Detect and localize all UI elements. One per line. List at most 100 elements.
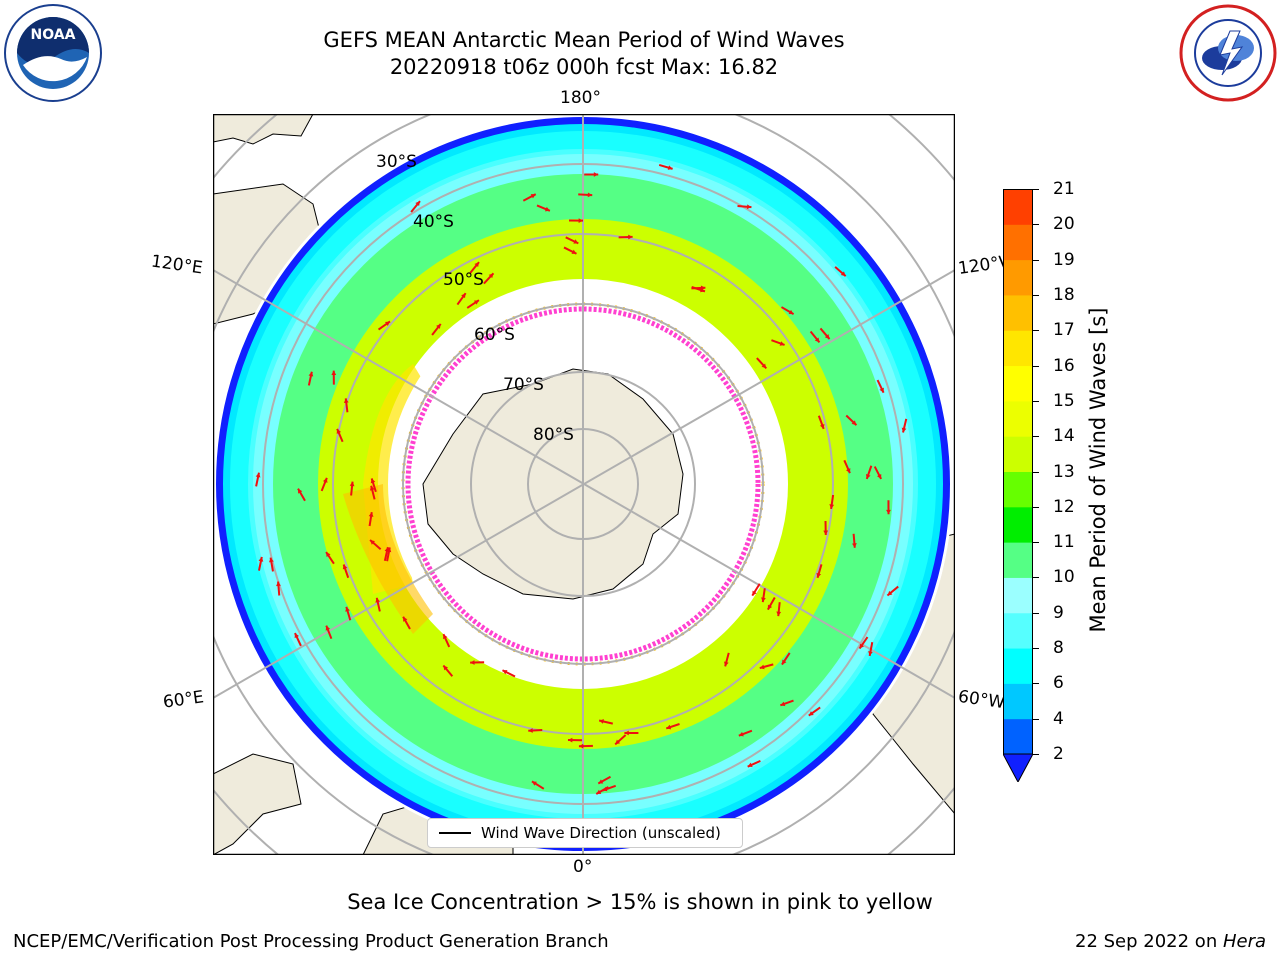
wind-arrow-head [776,611,782,617]
wind-arrow-head [901,427,907,433]
wind-arrow-head [666,724,672,730]
colorbar-tick-mark [1033,471,1039,473]
wind-arrow-head [343,398,349,404]
footer-date: 22 Sep 2022 on Hera [1075,931,1266,952]
wind-arrow-head [865,474,871,479]
map-legend: Wind Wave Direction (unscaled) [427,818,743,848]
colorbar-tick-mark [1033,330,1039,332]
colorbar-segment [1003,648,1033,684]
colorbar-tick-mark [1033,189,1039,190]
colorbar-tick-label: 17 [1053,320,1075,341]
wind-arrow-head [326,552,331,558]
wind-wave-arrows [255,163,908,795]
wind-arrow-head [403,616,408,622]
wind-arrow-head [840,271,846,277]
wind-arrow-head [268,557,274,563]
wind-arrow-head [780,701,786,707]
colorbar-extend-triangle [1003,753,1033,782]
footer-machine: Hera [1222,931,1266,952]
colorbar-tick-label: 10 [1053,567,1075,588]
wind-arrow-head [298,488,303,494]
colorbar-tick-label: 19 [1053,249,1075,270]
colorbar-tick-label: 15 [1053,390,1075,411]
wind-arrow-head [385,321,390,326]
colorbar-segment [1003,259,1033,296]
wind-arrow-head [573,239,579,244]
lat-label-60s: 60°S [474,325,515,345]
wind-arrow-head [824,334,830,340]
wind-arrow-head [746,204,752,210]
wind-arrow-head [829,504,835,509]
wind-arrow-head [868,651,873,656]
wind-arrow-head [845,468,851,474]
colorbar-segment [1003,400,1033,437]
colorbar-label: Mean Period of Wind Waves [s] [1086,307,1110,633]
wind-arrow-head [294,633,300,639]
wind-arrow-head [599,719,604,724]
wind-arrow-head [345,606,350,612]
wind-arrow-head [723,661,729,667]
colorbar-tick-mark [1033,718,1039,720]
wind-arrow-head [258,556,264,562]
colorbar-tick-mark [1033,400,1039,402]
colorbar-segment [1003,294,1033,331]
wind-arrow-head [386,547,392,553]
wind-arrow-head [443,665,449,671]
colorbar-tick-mark [1033,506,1039,508]
wind-arrow-head [887,590,893,596]
colorbar-tick-label: 2 [1053,744,1064,764]
noaa-logo: NOAA [4,4,102,102]
wind-arrow-head [788,309,794,315]
wind-arrow-head [325,625,331,631]
wind-arrow-head [852,543,857,548]
colorbar-tick-label: 11 [1053,532,1075,553]
wind-arrow-head [375,597,381,603]
wind-arrow-head [700,287,705,293]
colorbar-segment [1003,189,1033,225]
wind-arrow-head [531,781,537,786]
colorbar-segment [1003,330,1033,367]
colorbar-tick-mark [1033,436,1039,438]
wind-arrow-head [886,509,891,515]
chart-title: GEFS MEAN Antarctic Mean Period of Wind … [323,28,845,52]
colorbar-tick-mark [1033,754,1039,755]
colorbar-tick-label: 18 [1053,284,1075,305]
wind-arrow-head [667,165,673,170]
colorbar-tick-label: 12 [1053,496,1075,517]
lon-label-60e: 60°E [161,687,206,713]
wind-arrow-head [544,206,550,212]
colorbar-tick-label: 20 [1053,214,1075,235]
wind-arrow-head [761,363,767,369]
colorbar [1003,189,1033,782]
wind-arrow-head [879,387,884,393]
colorbar-tick-label: 4 [1053,708,1064,729]
wind-arrow-head [761,597,766,603]
wind-arrow-head [342,564,348,570]
colorbar-tick-mark [1033,365,1039,367]
wind-arrow-head [738,731,744,737]
wind-arrow-head [276,581,281,587]
wind-arrow-head [814,337,820,343]
colorbar-tick-label: 21 [1053,179,1075,199]
lat-label-40s: 40°S [413,212,454,232]
wind-arrow-head [779,341,785,346]
wind-arrow-head [596,789,602,794]
lon-label-120e: 120°E [149,251,204,279]
legend-line [439,832,471,834]
wind-arrow-head [598,779,604,784]
wind-arrow-head [781,659,787,665]
australia-land [213,114,314,145]
colorbar-segment [1003,224,1033,261]
colorbar-tick-mark [1033,577,1039,579]
lat-label-80s: 80°S [533,425,574,445]
colorbar-tick-mark [1033,542,1039,544]
colorbar-tick-label: 13 [1053,461,1075,482]
wind-arrow-head [752,590,757,596]
lon-label-60w: 60°W [956,686,1007,714]
wind-arrow-head [369,485,375,491]
wind-arrow-head [816,572,822,578]
wind-arrow-head [349,481,355,487]
colorbar-tick-mark [1033,648,1039,650]
wind-arrow-head [571,249,577,254]
footer-date-text: 22 Sep 2022 on [1075,931,1223,952]
